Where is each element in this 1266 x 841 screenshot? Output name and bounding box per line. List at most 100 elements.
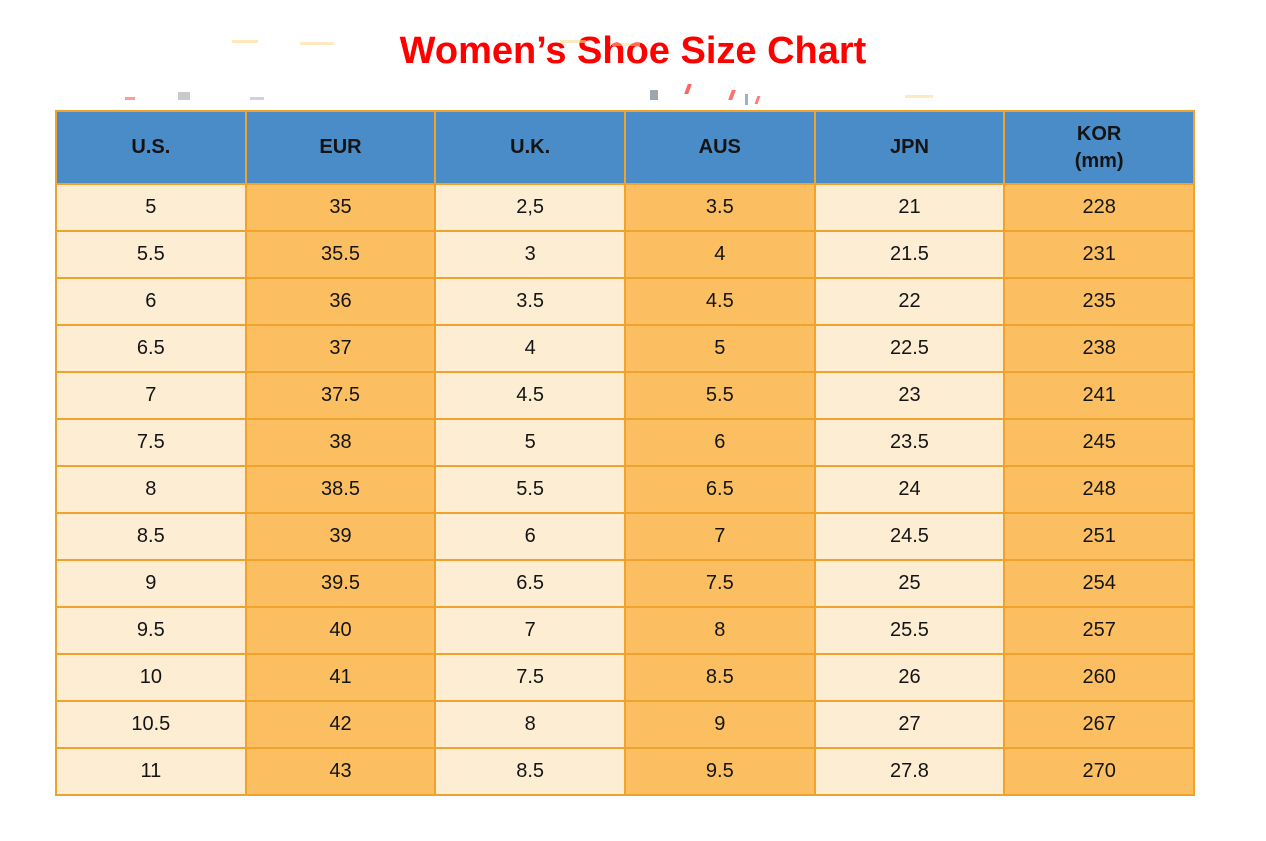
table-cell: 6	[623, 418, 816, 467]
table-cell: 27	[813, 700, 1006, 749]
shoe-size-table: U.S. EUR U.K. AUS JPN KOR (mm)	[55, 110, 1195, 796]
table-row: 9.5 40 7 8 25.5 257	[55, 606, 1195, 655]
table-row: 5.5 35.5 3 4 21.5 231	[55, 230, 1195, 279]
table-cell: 231	[1003, 230, 1195, 279]
table-row: 6.5 37 4 5 22.5 238	[55, 324, 1195, 373]
table-cell: 26	[813, 653, 1006, 702]
table-row: 9 39.5 6.5 7.5 25 254	[55, 559, 1195, 608]
column-header-sublabel: (mm)	[1074, 149, 1124, 172]
table-cell: 9.5	[55, 606, 247, 655]
table-row: 5 35 2,5 3.5 21 228	[55, 183, 1195, 232]
column-header-aus: AUS	[623, 110, 816, 185]
table-cell: 38.5	[244, 465, 437, 514]
table-cell: 248	[1003, 465, 1195, 514]
table-cell: 22.5	[813, 324, 1006, 373]
table-cell: 25.5	[813, 606, 1006, 655]
smudge-mark	[745, 94, 748, 105]
table-cell: 6	[55, 277, 247, 326]
table-cell: 3.5	[434, 277, 626, 326]
table-cell: 235	[1003, 277, 1195, 326]
table-cell: 8.5	[623, 653, 816, 702]
table-cell: 37.5	[244, 371, 437, 420]
table-cell: 228	[1003, 183, 1195, 232]
column-header-jpn: JPN	[813, 110, 1006, 185]
table-row: 10.5 42 8 9 27 267	[55, 700, 1195, 749]
table-cell: 9	[55, 559, 247, 608]
table-cell: 4	[434, 324, 626, 373]
table-cell: 257	[1003, 606, 1195, 655]
table-cell: 254	[1003, 559, 1195, 608]
table-cell: 5	[434, 418, 626, 467]
smudge-mark	[125, 97, 135, 100]
table-cell: 8	[55, 465, 247, 514]
table-cell: 41	[244, 653, 437, 702]
table-row: 11 43 8.5 9.5 27.8 270	[55, 747, 1195, 796]
table-row: 6 36 3.5 4.5 22 235	[55, 277, 1195, 326]
table-cell: 23	[813, 371, 1006, 420]
table-cell: 36	[244, 277, 437, 326]
table-cell: 267	[1003, 700, 1195, 749]
table-cell: 3	[434, 230, 626, 279]
table-cell: 43	[244, 747, 437, 796]
table-cell: 10.5	[55, 700, 247, 749]
page-title: Women’s Shoe Size Chart	[399, 30, 867, 72]
table-cell: 9	[623, 700, 816, 749]
smudge-mark	[250, 97, 264, 100]
column-header-label: JPN	[890, 136, 929, 158]
smudge-mark	[905, 95, 933, 98]
table-header: U.S. EUR U.K. AUS JPN KOR (mm)	[55, 110, 1195, 185]
table-cell: 5	[55, 183, 247, 232]
table-cell: 24	[813, 465, 1006, 514]
table-cell: 42	[244, 700, 437, 749]
table-cell: 21.5	[813, 230, 1006, 279]
table-cell: 35	[244, 183, 437, 232]
table-cell: 11	[55, 747, 247, 796]
smudge-mark	[728, 90, 736, 100]
table-row: 8.5 39 6 7 24.5 251	[55, 512, 1195, 561]
table-cell: 241	[1003, 371, 1195, 420]
table-cell: 24.5	[813, 512, 1006, 561]
table-cell: 8	[434, 700, 626, 749]
table-cell: 238	[1003, 324, 1195, 373]
table-cell: 8.5	[434, 747, 626, 796]
table-cell: 5.5	[623, 371, 816, 420]
table-cell: 4	[623, 230, 816, 279]
smudge-mark	[754, 96, 761, 104]
table-cell: 6.5	[55, 324, 247, 373]
table-cell: 22	[813, 277, 1006, 326]
table-cell: 8.5	[55, 512, 247, 561]
table-cell: 10	[55, 653, 247, 702]
table-cell: 260	[1003, 653, 1195, 702]
table-cell: 27.8	[813, 747, 1006, 796]
smudge-mark	[178, 92, 190, 100]
table-cell: 2,5	[434, 183, 626, 232]
table-cell: 251	[1003, 512, 1195, 561]
table-cell: 4.5	[623, 277, 816, 326]
column-header-label: KOR	[1076, 122, 1122, 145]
smudge-mark	[684, 84, 692, 94]
table-cell: 37	[244, 324, 437, 373]
table-cell: 4.5	[434, 371, 626, 420]
column-header-uk: U.K.	[434, 110, 626, 185]
table-cell: 6.5	[434, 559, 626, 608]
table-cell: 270	[1003, 747, 1195, 796]
table-cell: 39.5	[244, 559, 437, 608]
table-cell: 7	[55, 371, 247, 420]
table-cell: 7.5	[623, 559, 816, 608]
table-cell: 39	[244, 512, 437, 561]
table-body: 5 35 2,5 3.5 21 228 5.5 35.5 3 4 21.5 231 6 36 3.5 4.5 2…	[55, 183, 1195, 796]
table-cell: 6	[434, 512, 626, 561]
table-cell: 38	[244, 418, 437, 467]
table-row: 7 37.5 4.5 5.5 23 241	[55, 371, 1195, 420]
table-row: 10 41 7.5 8.5 26 260	[55, 653, 1195, 702]
smudge-mark	[650, 90, 658, 100]
table-cell: 6.5	[623, 465, 816, 514]
header-row: U.S. EUR U.K. AUS JPN KOR (mm)	[55, 110, 1195, 185]
table-row: 7.5 38 5 6 23.5 245	[55, 418, 1195, 467]
column-header-label: EUR	[319, 136, 362, 158]
table-cell: 8	[623, 606, 816, 655]
column-header-label: U.S.	[131, 136, 171, 158]
table-cell: 9.5	[623, 747, 816, 796]
table-cell: 3.5	[623, 183, 816, 232]
